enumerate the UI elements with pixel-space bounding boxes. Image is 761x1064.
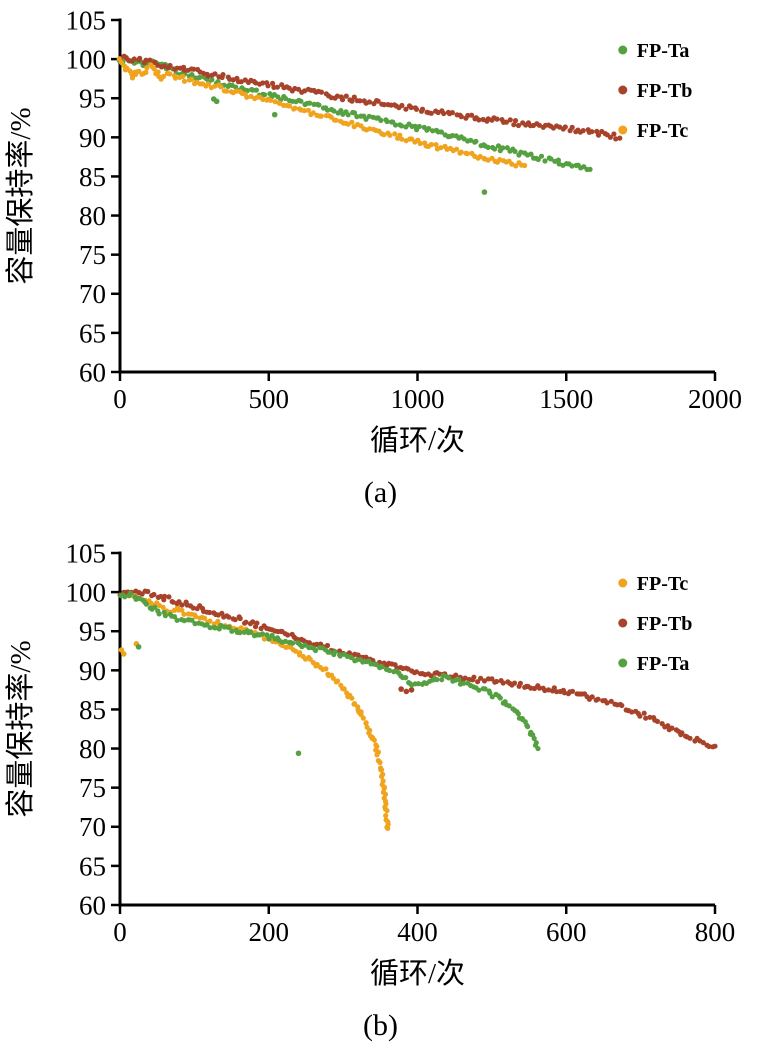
svg-text:0: 0 — [113, 917, 127, 947]
svg-text:循环/次: 循环/次 — [370, 957, 465, 990]
svg-text:FP-Tb: FP-Tb — [637, 613, 693, 635]
svg-text:65: 65 — [79, 851, 106, 881]
svg-text:85: 85 — [79, 695, 106, 725]
chart-b-canvas: 0 200 400 600 800 60 65 70 75 80 85 90 95 100 105 循环/次 容… — [4, 538, 736, 990]
svg-text:105: 105 — [66, 5, 107, 35]
svg-text:70: 70 — [79, 812, 106, 842]
svg-text:85: 85 — [79, 162, 106, 192]
svg-text:90: 90 — [79, 656, 106, 686]
svg-text:95: 95 — [79, 617, 106, 647]
svg-text:70: 70 — [79, 279, 106, 309]
svg-text:100: 100 — [66, 45, 107, 75]
chart-a: 0 500 1000 1500 2000 60 65 70 75 80 85 90 95 100 105 循环… — [0, 4, 761, 511]
svg-text:100: 100 — [66, 578, 107, 608]
svg-text:FP-Tb: FP-Tb — [637, 80, 693, 102]
chart-a-caption: (a) — [363, 476, 398, 509]
svg-text:FP-Tc: FP-Tc — [637, 573, 689, 595]
svg-text:500: 500 — [249, 384, 290, 414]
chart-b-caption: (b) — [363, 1009, 398, 1042]
svg-text:600: 600 — [546, 917, 587, 947]
svg-text:65: 65 — [79, 318, 106, 348]
svg-text:95: 95 — [79, 84, 106, 114]
svg-text:800: 800 — [695, 917, 736, 947]
svg-text:循环/次: 循环/次 — [370, 424, 465, 457]
svg-text:75: 75 — [79, 240, 106, 270]
svg-text:FP-Tc: FP-Tc — [637, 120, 689, 142]
svg-text:60: 60 — [79, 357, 106, 387]
svg-text:90: 90 — [79, 123, 106, 153]
svg-text:0: 0 — [113, 384, 127, 414]
svg-text:1000: 1000 — [391, 384, 445, 414]
svg-text:1500: 1500 — [539, 384, 593, 414]
svg-text:75: 75 — [79, 773, 106, 803]
svg-text:FP-Ta: FP-Ta — [637, 40, 690, 62]
svg-text:容量保持率/%: 容量保持率/% — [4, 640, 37, 817]
svg-text:400: 400 — [397, 917, 438, 947]
svg-text:FP-Ta: FP-Ta — [637, 653, 690, 675]
svg-text:60: 60 — [79, 890, 106, 920]
svg-text:80: 80 — [79, 201, 106, 231]
svg-text:80: 80 — [79, 734, 106, 764]
chart-b: 0 200 400 600 800 60 65 70 75 80 85 90 95 100 105 循环/次 容… — [0, 537, 761, 1044]
svg-text:200: 200 — [249, 917, 290, 947]
svg-text:2000: 2000 — [688, 384, 742, 414]
chart-a-canvas: 0 500 1000 1500 2000 60 65 70 75 80 85 90 95 100 105 循环… — [4, 5, 742, 457]
svg-text:容量保持率/%: 容量保持率/% — [4, 107, 37, 284]
svg-text:105: 105 — [66, 538, 107, 568]
